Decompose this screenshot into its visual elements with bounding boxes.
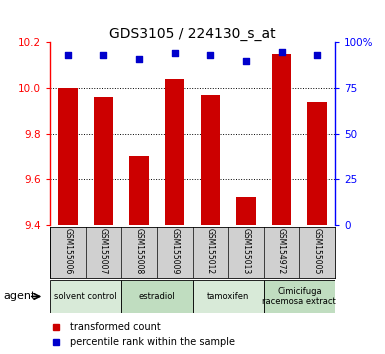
Bar	[58, 88, 78, 225]
Bar	[236, 198, 256, 225]
Text: GSM155009: GSM155009	[170, 228, 179, 274]
Point	[207, 52, 213, 58]
Point	[243, 58, 249, 64]
Text: solvent control: solvent control	[54, 292, 117, 301]
Text: transformed count: transformed count	[70, 321, 161, 332]
Point	[314, 52, 320, 58]
Text: GSM154972: GSM154972	[277, 228, 286, 274]
Bar	[129, 156, 149, 225]
Point	[172, 51, 178, 56]
Point	[136, 56, 142, 62]
Text: GSM155005: GSM155005	[313, 228, 321, 274]
Text: GSM155007: GSM155007	[99, 228, 108, 274]
Text: Cimicifuga
racemosa extract: Cimicifuga racemosa extract	[263, 287, 336, 306]
Text: estradiol: estradiol	[139, 292, 175, 301]
Point	[100, 52, 107, 58]
Bar	[50, 280, 121, 313]
Title: GDS3105 / 224130_s_at: GDS3105 / 224130_s_at	[109, 28, 276, 41]
Text: GSM155012: GSM155012	[206, 228, 215, 274]
Bar	[192, 280, 264, 313]
Point	[65, 52, 71, 58]
Text: GSM155013: GSM155013	[241, 228, 250, 274]
Text: tamoxifen: tamoxifen	[207, 292, 249, 301]
Bar	[94, 97, 113, 225]
Text: GSM155008: GSM155008	[135, 228, 144, 274]
Text: agent: agent	[4, 291, 36, 302]
Text: GSM155006: GSM155006	[64, 228, 72, 274]
Bar	[307, 102, 327, 225]
Bar	[121, 280, 192, 313]
Point	[278, 49, 285, 55]
Text: percentile rank within the sample: percentile rank within the sample	[70, 337, 235, 348]
Bar	[264, 280, 335, 313]
Bar	[165, 79, 184, 225]
Bar	[201, 95, 220, 225]
Bar	[272, 54, 291, 225]
